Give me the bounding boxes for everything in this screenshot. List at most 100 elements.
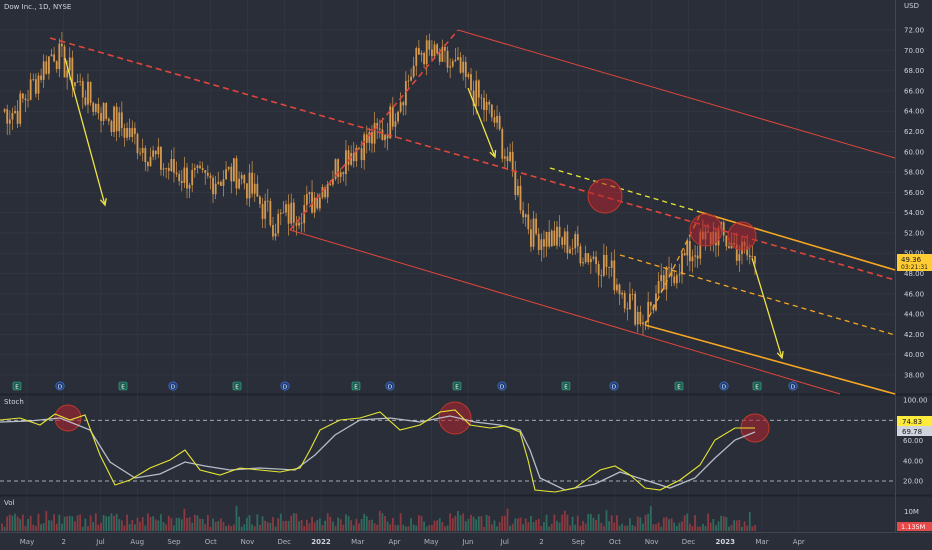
candle-body: [45, 61, 48, 74]
candles: [3, 32, 756, 336]
candle-body: [373, 122, 376, 144]
volume-bar: [746, 525, 749, 531]
volume-bar: [133, 524, 136, 531]
volume-bar: [576, 515, 579, 531]
volume-bar: [193, 514, 196, 531]
volume-bar: [34, 526, 37, 531]
volume-bar: [496, 526, 498, 531]
volume-bar: [47, 520, 50, 531]
volume-bar: [488, 515, 491, 531]
volume-title[interactable]: Vol: [4, 499, 15, 507]
candle-body: [467, 74, 470, 77]
volume-bar: [389, 524, 392, 531]
volume-bar: [21, 514, 24, 531]
volume-bar: [14, 513, 16, 531]
volume-bar: [618, 525, 621, 531]
candle-body: [389, 106, 392, 139]
volume-bar: [40, 524, 42, 531]
candle-body: [550, 230, 553, 247]
candle-body: [253, 183, 256, 194]
grid: [0, 0, 895, 532]
volume-bar: [597, 514, 600, 531]
candle-body: [42, 61, 45, 80]
candle-body: [480, 97, 483, 99]
price-tick-label: 68.00: [904, 67, 924, 75]
candle-body: [154, 150, 157, 155]
candle-body: [133, 127, 136, 134]
candle-body: [269, 200, 272, 226]
volume-bar: [160, 514, 162, 531]
candle-body: [11, 113, 14, 120]
volume-bar: [378, 510, 381, 531]
candle-body: [501, 129, 504, 159]
price-axis[interactable]: [895, 0, 932, 550]
volume-bar: [503, 516, 506, 531]
candle-body: [681, 253, 683, 275]
volume-bar: [81, 526, 84, 531]
symbol-title[interactable]: Dow Inc., 1D, NYSE: [4, 3, 71, 11]
candle-body: [76, 81, 79, 83]
candle-body: [16, 110, 19, 124]
volume-bar: [290, 515, 293, 531]
volume-bar: [128, 524, 131, 531]
candle-body: [144, 148, 147, 163]
candle-body: [147, 162, 149, 167]
volume-bar: [305, 519, 308, 531]
volume-bar: [115, 513, 118, 531]
volume-bar: [285, 520, 287, 531]
candle-body: [665, 267, 668, 290]
candle-body: [120, 112, 123, 128]
volume-bar: [277, 518, 280, 531]
volume-bar: [222, 522, 225, 531]
volume-bar: [425, 526, 428, 531]
candle-body: [371, 132, 373, 144]
candle-body: [259, 196, 261, 205]
candle-body: [248, 172, 251, 199]
volume-bar: [449, 513, 452, 531]
candle-body: [347, 150, 350, 165]
volume-bar: [451, 518, 454, 531]
time-tick-label: Apr: [793, 538, 805, 546]
volume-bar: [569, 525, 571, 531]
time-tick-label: 2: [539, 538, 543, 546]
volume-bar: [337, 517, 340, 531]
candle-body: [160, 146, 162, 170]
volume-bar: [68, 515, 71, 531]
time-axis[interactable]: [0, 532, 932, 550]
volume-bar: [131, 520, 134, 531]
candle-body: [167, 168, 170, 171]
yellow-arrow-head: [489, 149, 497, 159]
volume-bar: [556, 520, 558, 531]
volume-bar: [670, 518, 673, 531]
dividend-marker: [788, 381, 798, 391]
price-tick-label: 70.00: [904, 47, 924, 55]
candle-body: [126, 127, 128, 138]
volume-bar: [709, 522, 712, 531]
time-tick-label: 2023: [716, 538, 736, 546]
volume-bar: [391, 517, 394, 531]
candle-body: [298, 222, 300, 226]
price-tick-label: 42.00: [904, 331, 924, 339]
candle-body: [688, 241, 691, 262]
volume-bar: [733, 520, 736, 531]
stoch-d-value: 69.78: [902, 428, 922, 436]
candle-body: [295, 222, 298, 226]
candle-body: [74, 82, 76, 87]
dividend-marker: [385, 381, 395, 391]
candle-body: [428, 40, 431, 50]
volume-bar: [365, 516, 368, 531]
volume-bar: [725, 517, 728, 531]
candle-body: [556, 226, 558, 246]
volume-bar: [251, 524, 254, 531]
candle-body: [87, 81, 89, 105]
price-tick-label: 54.00: [904, 209, 924, 217]
candle-body: [68, 57, 71, 71]
candle-body: [318, 197, 321, 209]
candle-body: [165, 168, 168, 169]
volume-bar: [608, 521, 610, 531]
stoch-title[interactable]: Stoch: [4, 398, 24, 406]
volume-bar: [399, 513, 402, 531]
volume-bar: [483, 526, 485, 531]
candle-body: [662, 275, 665, 290]
